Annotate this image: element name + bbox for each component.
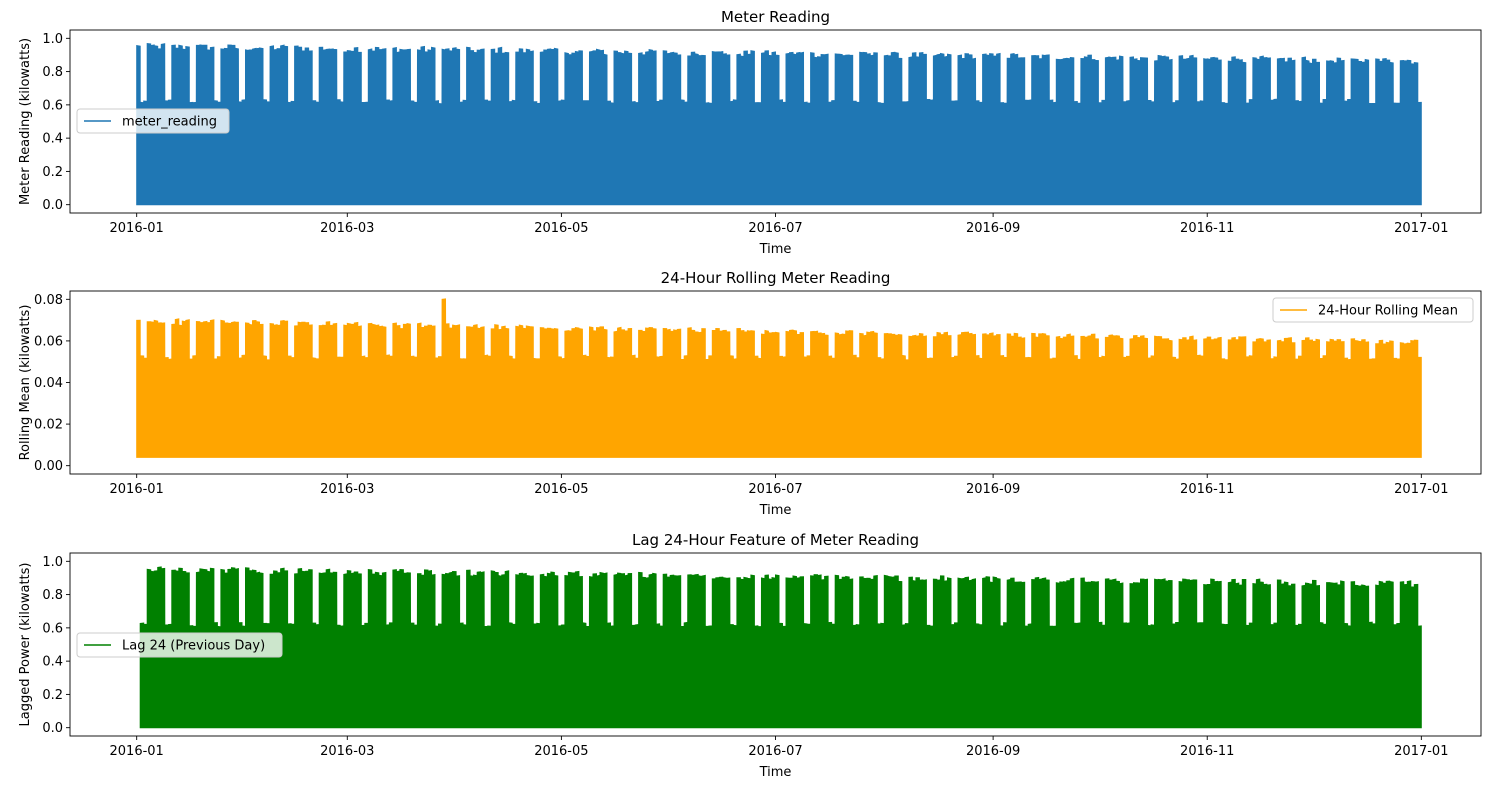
legend-label: 24-Hour Rolling Mean bbox=[1318, 304, 1458, 319]
chart-panel-2: 2016-01 2016-03 2016-05 2016-07 2016-09 2016-… bbox=[18, 269, 1482, 518]
series-2-line bbox=[136, 298, 1422, 458]
y-tick-label: 0.8 bbox=[42, 588, 63, 603]
x-tick-label: 2017-01 bbox=[1394, 744, 1448, 759]
legend-box bbox=[76, 632, 283, 658]
y-tick-label: 0.04 bbox=[34, 376, 63, 391]
x-tick-label: 2016-01 bbox=[110, 221, 164, 236]
chart-panel-3: 2016-01 2016-03 2016-05 2016-07 2016-09 2016-… bbox=[18, 531, 1482, 780]
x-tick-label: 2017-01 bbox=[1394, 221, 1448, 236]
x-tick-label: 2017-01 bbox=[1394, 482, 1448, 497]
x-axis-label: Time bbox=[759, 242, 792, 257]
y-axis-label: Meter Reading (kilowatts) bbox=[18, 38, 33, 205]
x-tick-label: 2016-03 bbox=[320, 744, 374, 759]
x-tick-label: 2016-11 bbox=[1180, 482, 1234, 497]
x-tick-label: 2016-03 bbox=[320, 221, 374, 236]
x-tick-label: 2016-11 bbox=[1180, 221, 1234, 236]
x-tick-label: 2016-05 bbox=[534, 482, 588, 497]
legend: 24-Hour Rolling Mean bbox=[1272, 297, 1474, 323]
x-tick-label: 2016-09 bbox=[966, 744, 1020, 759]
legend-box bbox=[76, 108, 230, 134]
x-tick-label: 2016-07 bbox=[748, 482, 802, 497]
x-tick-label: 2016-01 bbox=[110, 744, 164, 759]
y-tick-label: 1.0 bbox=[42, 32, 63, 47]
y-tick-label: 0.2 bbox=[42, 165, 63, 180]
series-3-line bbox=[139, 566, 1422, 729]
x-tick-label: 2016-03 bbox=[320, 482, 374, 497]
y-axis-label: Rolling Mean (kilowatts) bbox=[18, 305, 33, 461]
legend: meter_reading bbox=[76, 108, 230, 134]
y-tick-label: 0.6 bbox=[42, 621, 63, 636]
y-tick-label: 0.0 bbox=[42, 198, 63, 213]
x-axis-label: Time bbox=[759, 503, 792, 518]
legend-box bbox=[1272, 297, 1474, 323]
y-axis-label: Lagged Power (kilowatts) bbox=[18, 563, 33, 727]
y-tick-label: 0.8 bbox=[42, 65, 63, 80]
chart-panel-1: 2016-01 2016-03 2016-05 2016-07 2016-09 2016-… bbox=[18, 8, 1482, 257]
y-tick-label: 0.08 bbox=[34, 293, 63, 308]
y-tick-label: 0.02 bbox=[34, 418, 63, 433]
x-tick-label: 2016-09 bbox=[966, 482, 1020, 497]
legend-label: Lag 24 (Previous Day) bbox=[122, 639, 265, 654]
x-tick-label: 2016-05 bbox=[534, 744, 588, 759]
y-tick-label: 0.0 bbox=[42, 721, 63, 736]
x-tick-label: 2016-05 bbox=[534, 221, 588, 236]
chart-title: 24-Hour Rolling Meter Reading bbox=[661, 269, 891, 287]
y-tick-label: 0.2 bbox=[42, 688, 63, 703]
y-tick-label: 0.00 bbox=[34, 459, 63, 474]
x-tick-label: 2016-09 bbox=[966, 221, 1020, 236]
x-tick-label: 2016-11 bbox=[1180, 744, 1234, 759]
legend: Lag 24 (Previous Day) bbox=[76, 632, 283, 658]
series-1-line bbox=[136, 42, 1422, 206]
x-tick-label: 2016-01 bbox=[110, 482, 164, 497]
chart-title: Lag 24-Hour Feature of Meter Reading bbox=[632, 531, 919, 549]
y-tick-label: 0.06 bbox=[34, 334, 63, 349]
y-tick-label: 0.6 bbox=[42, 98, 63, 113]
y-tick-label: 0.4 bbox=[42, 132, 63, 147]
y-tick-label: 0.4 bbox=[42, 655, 63, 670]
legend-label: meter_reading bbox=[122, 115, 217, 130]
x-axis-label: Time bbox=[759, 765, 792, 780]
x-tick-label: 2016-07 bbox=[748, 744, 802, 759]
y-tick-label: 1.0 bbox=[42, 555, 63, 570]
x-tick-label: 2016-07 bbox=[748, 221, 802, 236]
chart-title: Meter Reading bbox=[721, 8, 830, 26]
